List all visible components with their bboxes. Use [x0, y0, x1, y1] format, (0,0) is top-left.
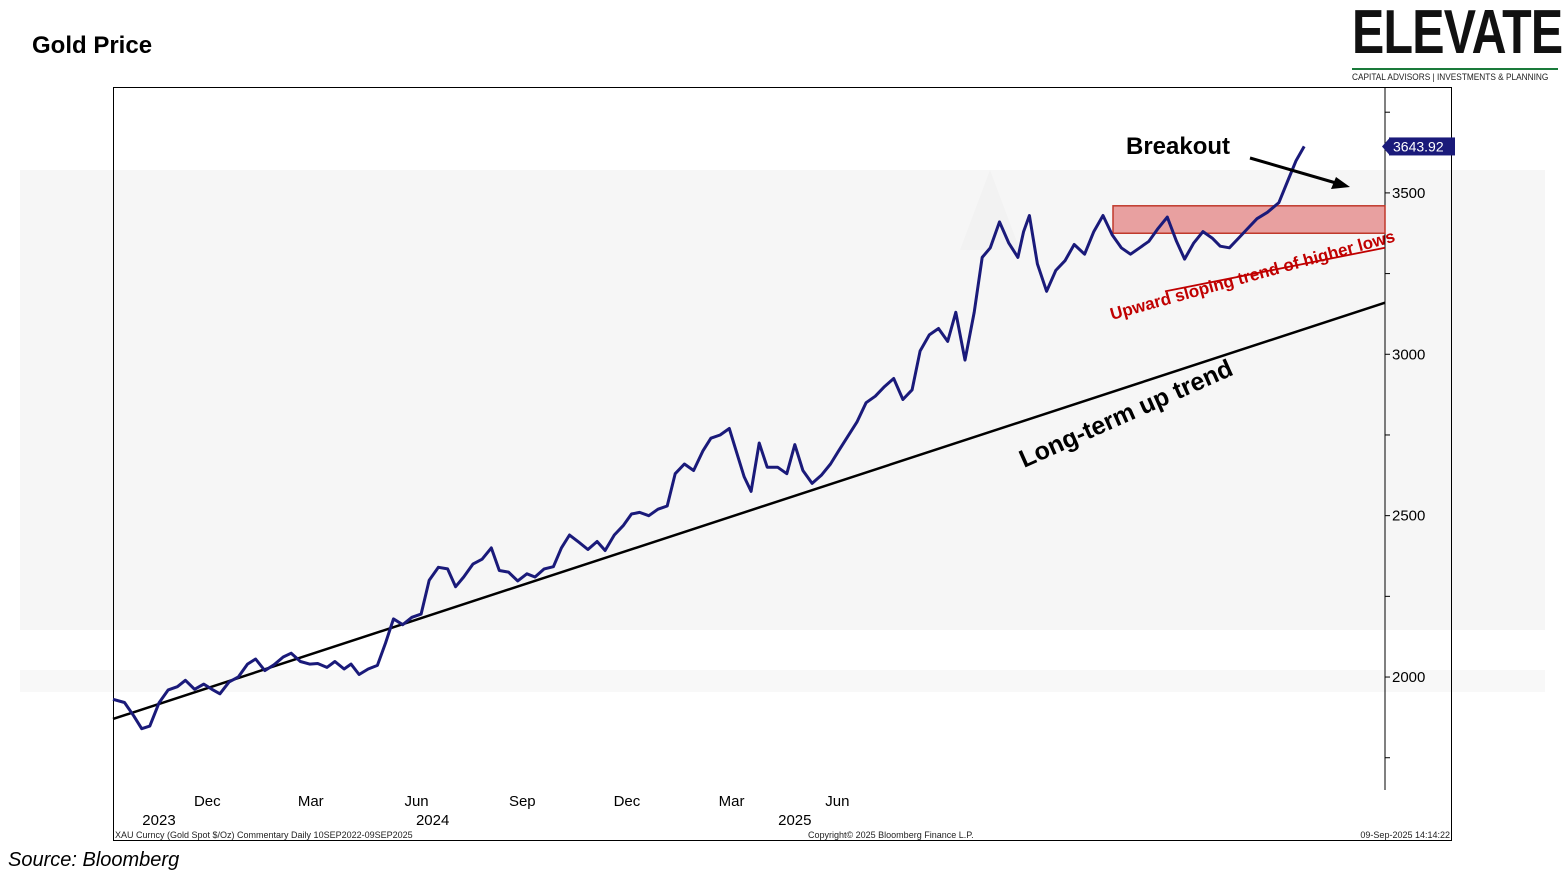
footer-left-text: XAU Curncy (Gold Spot $/Oz) Commentary D… [115, 830, 413, 840]
logo-rule [1352, 68, 1558, 70]
breakout-annotation: Breakout [1126, 133, 1230, 160]
x-year-label: 2025 [778, 812, 811, 829]
last-value-badge [1389, 137, 1455, 156]
x-tick-label: Dec [194, 793, 221, 810]
last-value-pointer [1382, 137, 1390, 156]
plot-frame [113, 87, 1452, 841]
y-tick-label: 3000 [1392, 346, 1425, 363]
x-tick-label: Mar [298, 793, 324, 810]
x-tick-label: Jun [404, 793, 428, 810]
footer-copyright-text: Copyright© 2025 Bloomberg Finance L.P. [808, 830, 974, 840]
source-note: Source: Bloomberg [8, 849, 180, 871]
x-tick-label: Sep [509, 793, 536, 810]
higher-lows-trend-line [1164, 246, 1386, 293]
y-tick-label: 2000 [1392, 669, 1425, 686]
x-tick-label: Mar [719, 793, 745, 810]
logo-tagline: CAPITAL ADVISORS | INVESTMENTS & PLANNIN… [1352, 72, 1549, 82]
gold-price-line [112, 145, 1306, 731]
logo-wordmark: ELEVATE [1352, 0, 1562, 67]
breakout-arrow-shaft [1249, 156, 1337, 185]
footer-timestamp-text: 09-Sep-2025 14:14:22 [1360, 830, 1450, 840]
x-year-label: 2024 [416, 812, 449, 829]
x-year-label: 2023 [142, 812, 175, 829]
long-term-trend-line [112, 301, 1386, 721]
last-value-label: 3643.92 [1393, 138, 1444, 154]
higher-lows-annotation: Upward sloping trend of higher lows [1108, 227, 1397, 324]
y-tick-label: 3500 [1392, 185, 1425, 202]
x-tick-label: Dec [614, 793, 641, 810]
page-title: Gold Price [32, 32, 153, 59]
x-tick-label: Jun [825, 793, 849, 810]
breakout-arrowhead [1331, 177, 1350, 189]
y-tick-label: 2500 [1392, 508, 1425, 525]
